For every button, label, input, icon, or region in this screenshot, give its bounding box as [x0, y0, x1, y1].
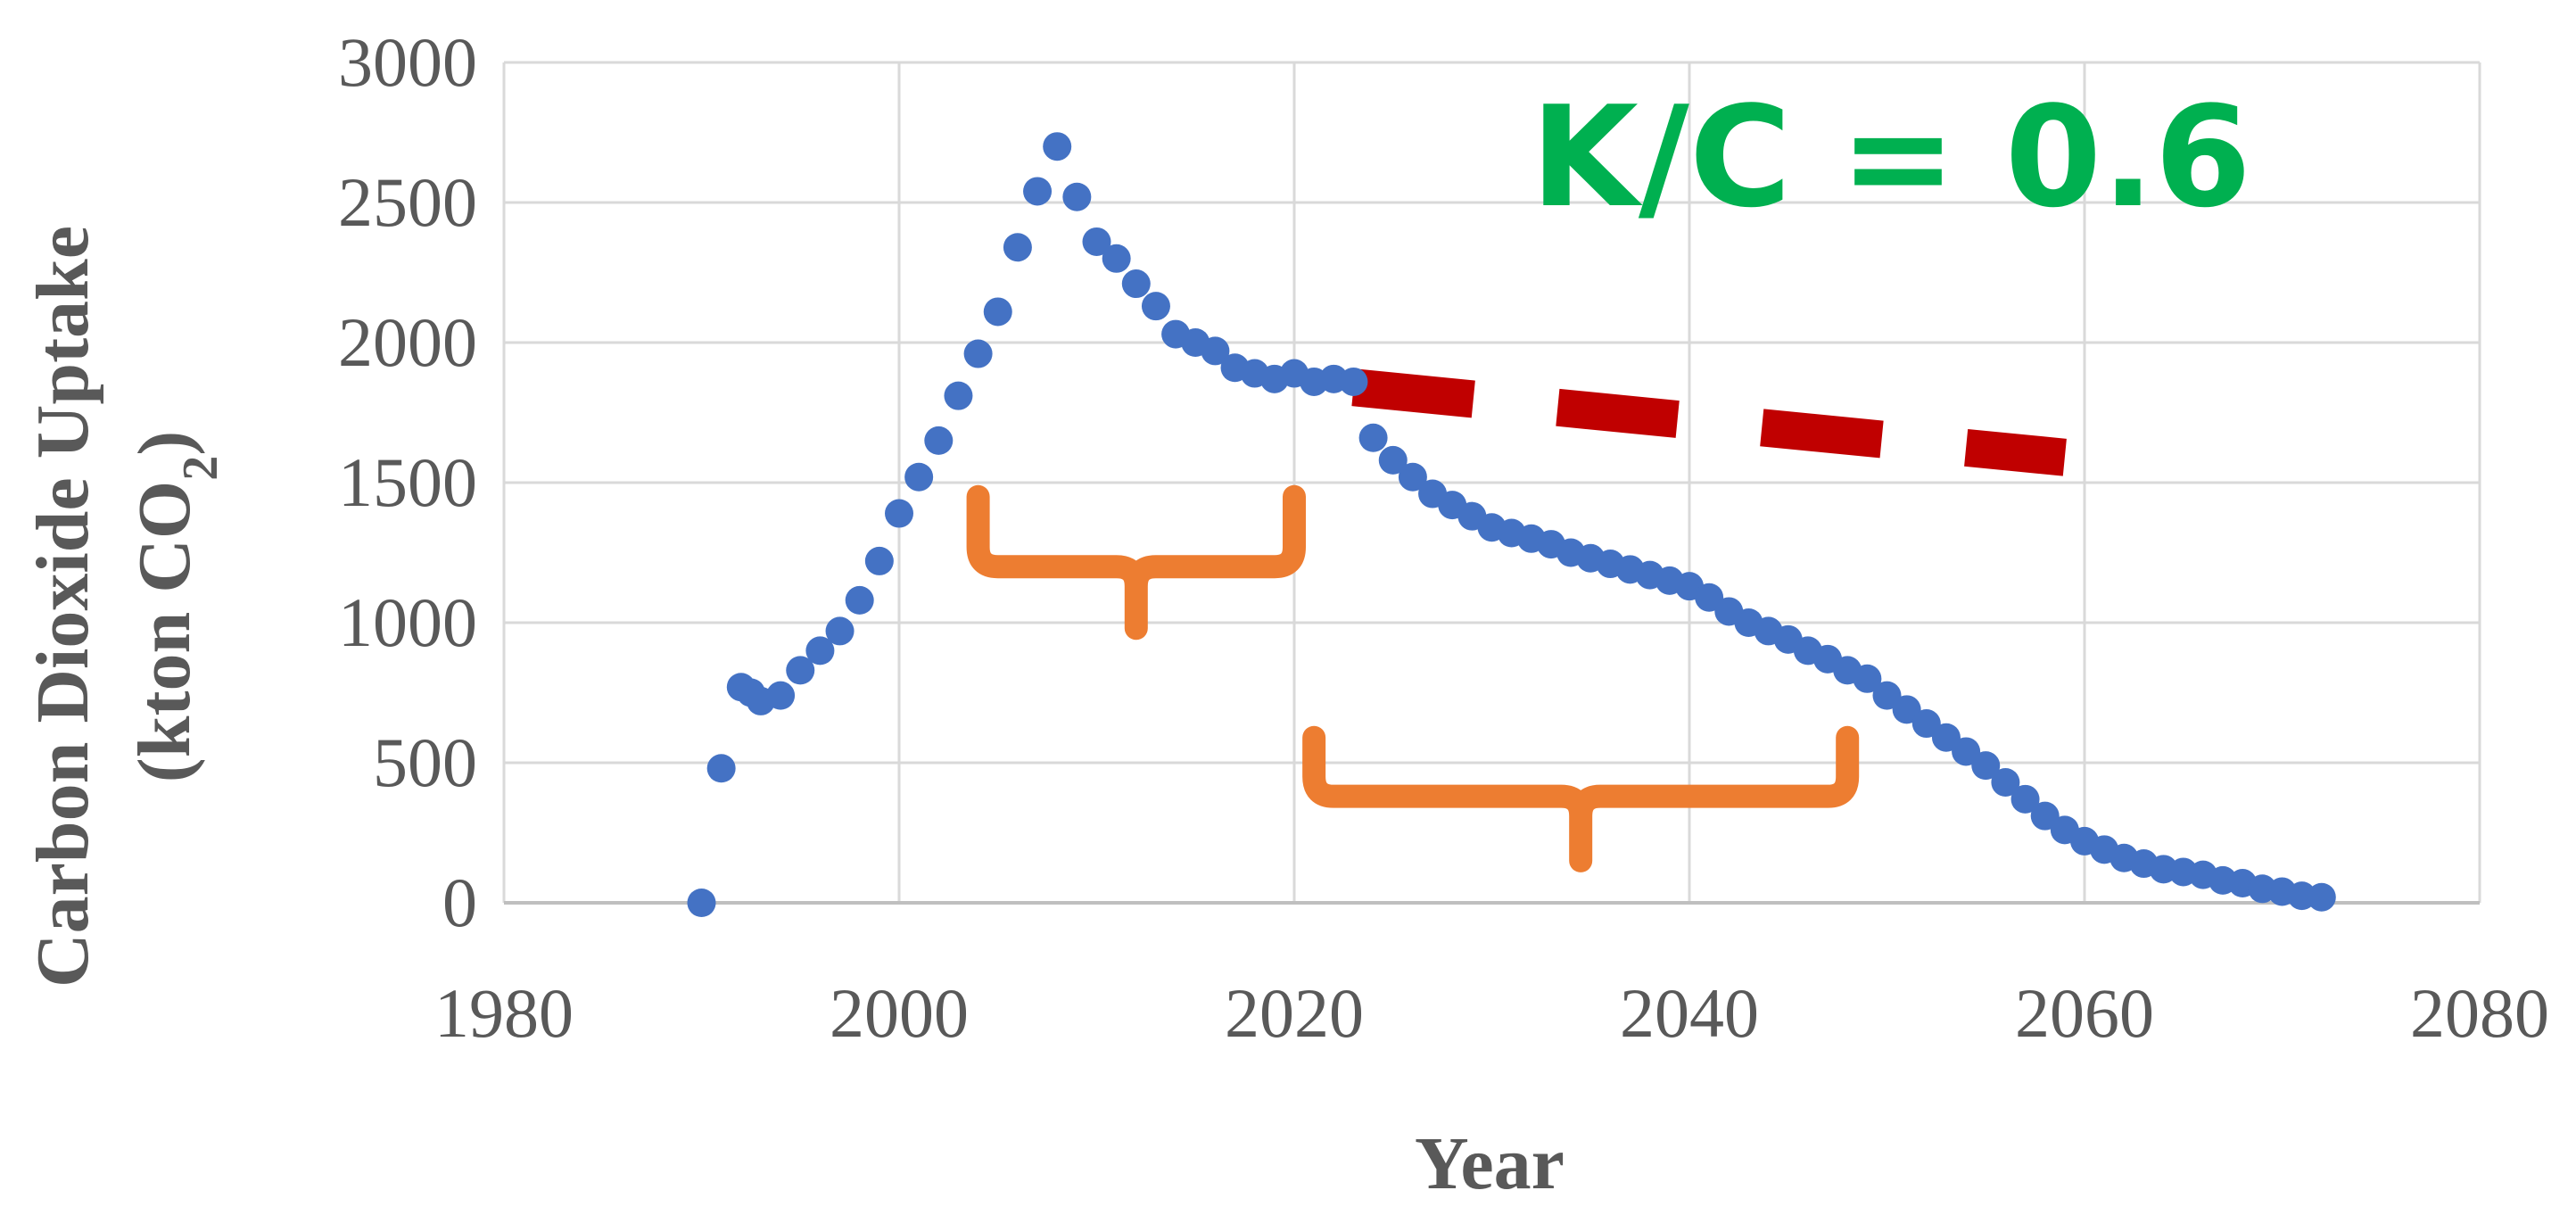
data-point [2030, 801, 2060, 831]
data-point [1201, 336, 1230, 366]
y-axis-title-line2-prefix: (kton CO [123, 481, 206, 782]
trend-line-group [1351, 368, 2067, 476]
data-point [786, 656, 815, 685]
data-point [1062, 182, 1092, 211]
x-tick-label: 2080 [2410, 974, 2549, 1052]
data-point [963, 339, 993, 368]
data-point [1121, 269, 1151, 299]
data-point [1952, 737, 1981, 766]
data-point [1991, 767, 2020, 797]
data-point [864, 546, 894, 575]
data-point [1911, 709, 1941, 739]
data-point [983, 297, 1012, 327]
data-point [885, 499, 913, 528]
data-point [805, 636, 835, 666]
data-point [2010, 784, 2040, 814]
data-point [1003, 233, 1032, 262]
x-tick-label: 1980 [434, 974, 574, 1052]
y-tick-label: 500 [373, 723, 477, 801]
data-point [924, 426, 954, 455]
y-axis-title-line2-suffix: ) [123, 431, 206, 456]
bracket [1302, 725, 1860, 872]
data-point [1971, 751, 2001, 781]
data-point [1102, 244, 1131, 273]
data-point [1358, 423, 1388, 452]
data-point [1082, 227, 1111, 256]
y-tick-label: 1500 [338, 443, 477, 521]
data-point [1378, 445, 1408, 475]
data-point [706, 754, 736, 783]
data-point [1043, 132, 1072, 161]
data-point [825, 616, 855, 646]
y-axis-title-line2: (kton CO2) [123, 431, 228, 782]
data-point [2307, 882, 2336, 912]
x-tick-label: 2020 [1225, 974, 1364, 1052]
data-point [1339, 367, 1368, 396]
y-tick-label: 2000 [338, 303, 477, 381]
y-tick-label: 2500 [338, 163, 477, 241]
x-tick-label: 2060 [2015, 974, 2154, 1052]
data-point [845, 585, 874, 615]
data-point [904, 462, 934, 492]
data-point [1892, 695, 1921, 724]
data-point [1141, 292, 1170, 321]
tick-labels: 0 500 1000 1500 2000 2500 3000 1980 2000 2020 2040… [338, 23, 2549, 1052]
data-point [1853, 664, 1882, 693]
data-point [1872, 681, 1902, 710]
x-tick-label: 2040 [1620, 974, 1759, 1052]
data-points [687, 132, 2336, 917]
data-point [944, 381, 973, 410]
x-axis-title: Year [1415, 1122, 1565, 1205]
y-tick-label: 0 [442, 864, 477, 941]
data-point [1695, 583, 1724, 612]
annotation-label: K/C = 0.6 [1531, 76, 2251, 238]
y-axis-title-line1: Carbon Dioxide Uptake [21, 226, 104, 988]
x-tick-label: 2000 [830, 974, 969, 1052]
y-tick-label: 1000 [338, 583, 477, 661]
data-point [766, 681, 796, 710]
trend-line [1351, 368, 2067, 476]
data-point [1398, 462, 1427, 492]
bracket [966, 484, 1306, 641]
y-axis-title-line2-sub: 2 [173, 456, 228, 481]
braces [966, 484, 1860, 872]
y-tick-label: 3000 [338, 23, 477, 101]
data-point [1931, 723, 1961, 752]
data-point [687, 889, 716, 917]
data-point [1023, 177, 1053, 206]
